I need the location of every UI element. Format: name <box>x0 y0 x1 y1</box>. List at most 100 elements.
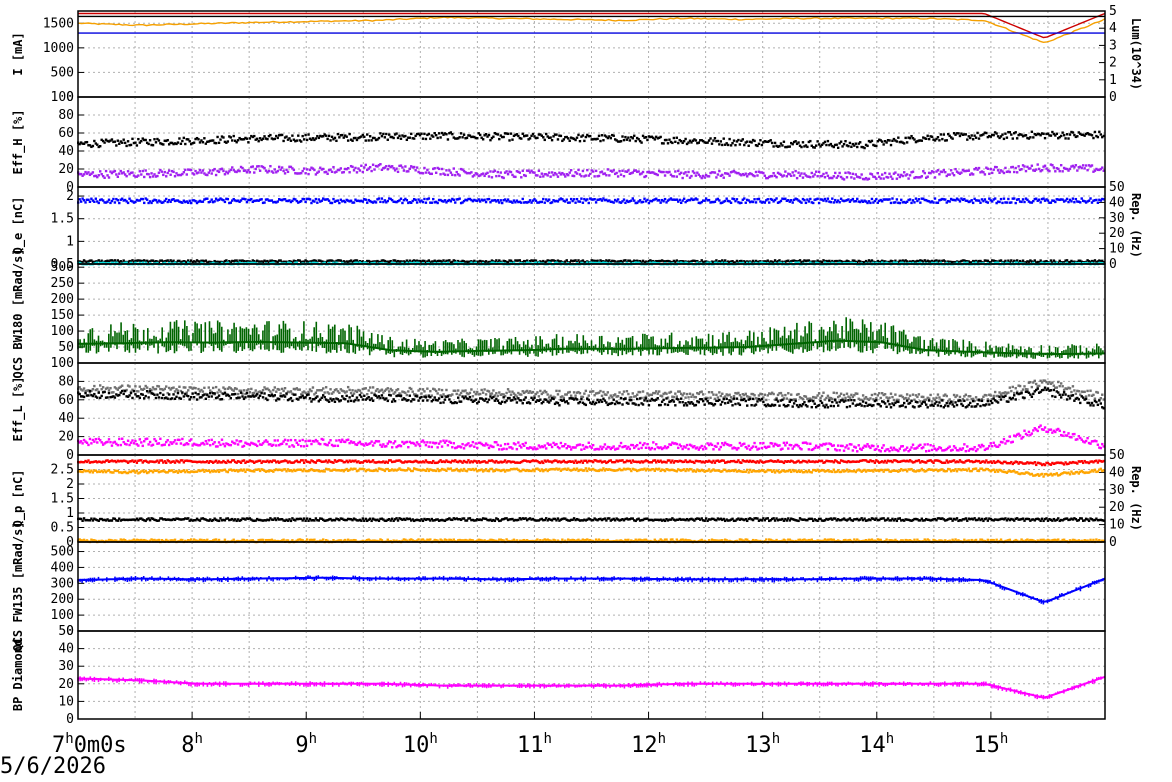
data-point <box>707 402 711 405</box>
data-point <box>404 260 407 264</box>
data-point <box>910 134 913 138</box>
data-point <box>688 402 692 405</box>
data-point <box>763 393 767 396</box>
data-point <box>876 201 879 204</box>
data-point <box>131 388 134 392</box>
data-point <box>712 260 715 264</box>
data-point <box>936 169 940 172</box>
data-point <box>1048 201 1051 204</box>
data-point <box>260 138 263 142</box>
data-point <box>800 260 803 264</box>
data-point <box>702 139 705 143</box>
data-point <box>587 201 590 205</box>
data-point <box>84 260 87 263</box>
data-point <box>429 172 432 176</box>
data-point <box>106 139 109 143</box>
data-point <box>660 170 664 174</box>
data-point <box>1024 169 1028 173</box>
data-point <box>311 261 315 265</box>
data-point <box>863 199 866 202</box>
data-point <box>165 175 168 178</box>
data-point <box>84 391 87 395</box>
data-point <box>969 136 972 140</box>
data-point <box>279 392 282 395</box>
data-point <box>936 201 940 204</box>
data-point <box>364 163 367 167</box>
data-point <box>894 139 897 142</box>
data-point <box>508 139 511 142</box>
data-point <box>619 259 623 263</box>
data-point <box>162 388 165 392</box>
data-point <box>608 259 611 262</box>
data-point <box>232 168 235 172</box>
data-point <box>310 400 313 403</box>
data-point <box>301 394 304 397</box>
data-point <box>613 393 617 396</box>
data-point <box>991 200 994 203</box>
data-point <box>464 261 467 264</box>
data-point <box>169 397 172 401</box>
data-point <box>880 392 884 395</box>
data-point <box>495 397 498 401</box>
data-point <box>148 390 152 393</box>
data-point <box>336 259 340 262</box>
data-point <box>571 137 574 140</box>
data-point <box>970 261 973 264</box>
data-point <box>750 200 753 203</box>
data-point <box>348 132 351 136</box>
data-point <box>694 403 698 407</box>
data-point <box>487 133 491 137</box>
data-point <box>1057 167 1060 171</box>
data-point <box>429 137 432 140</box>
data-point <box>360 395 363 398</box>
data-point <box>260 165 263 168</box>
data-point <box>688 139 692 142</box>
data-point <box>593 261 596 265</box>
data-point <box>474 398 477 401</box>
data-point <box>393 169 397 172</box>
data-point <box>624 170 627 173</box>
data-point <box>754 397 758 400</box>
data-point <box>546 199 549 203</box>
data-point <box>974 261 978 264</box>
data-point <box>106 259 109 262</box>
data-point <box>674 260 677 263</box>
data-point <box>751 138 755 142</box>
data-point <box>872 404 875 407</box>
data-point <box>426 133 429 137</box>
data-point <box>112 261 115 265</box>
data-point <box>1083 134 1086 137</box>
data-point <box>707 261 711 264</box>
data-point <box>410 201 413 204</box>
data-point <box>569 394 573 397</box>
data-point <box>129 390 133 393</box>
data-point <box>996 394 1000 398</box>
data-point <box>248 390 252 394</box>
data-point <box>932 260 935 264</box>
data-point <box>718 169 721 173</box>
data-point <box>728 174 731 177</box>
data-point <box>891 260 894 263</box>
data-point <box>797 261 800 264</box>
data-point <box>197 392 200 396</box>
data-point <box>188 168 191 171</box>
data-point <box>112 197 115 201</box>
data-point <box>94 174 98 178</box>
data-point <box>451 132 454 136</box>
data-point <box>729 396 733 399</box>
data-point <box>807 140 811 144</box>
data-point <box>496 133 500 136</box>
data-point <box>505 260 508 264</box>
data-point <box>116 139 120 142</box>
data-point <box>914 400 918 403</box>
data-point <box>85 140 89 144</box>
data-point <box>1017 198 1020 201</box>
data-point <box>1002 197 1006 200</box>
data-point <box>283 395 287 398</box>
data-point <box>320 168 323 171</box>
data-point <box>310 389 313 393</box>
data-point <box>565 198 568 201</box>
data-point <box>288 137 291 140</box>
data-point <box>351 260 354 264</box>
data-point <box>1048 380 1051 384</box>
